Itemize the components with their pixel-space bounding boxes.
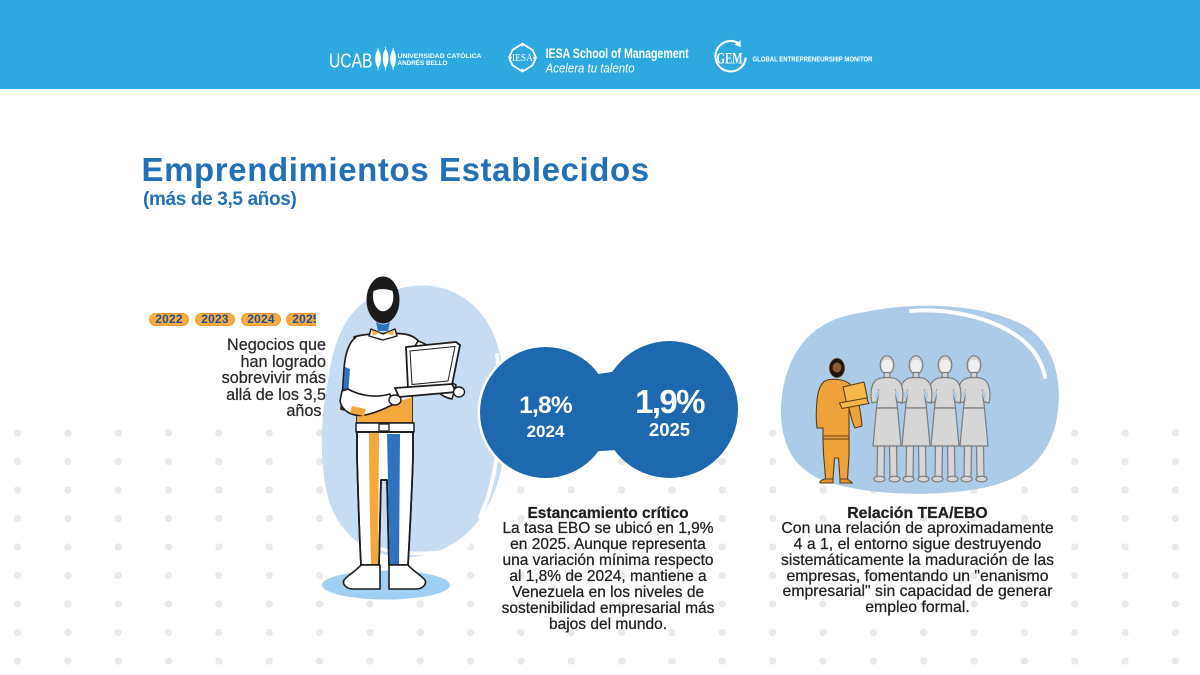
svg-text:GLOBAL ENTREPRENEURSHIP MONITO: GLOBAL ENTREPRENEURSHIP MONITOR xyxy=(753,55,874,64)
svg-text:ANDRÉS BELLO: ANDRÉS BELLO xyxy=(398,58,448,67)
svg-text:GEM: GEM xyxy=(717,51,743,68)
svg-text:UNIVERSIDAD CATÓLICA: UNIVERSIDAD CATÓLICA xyxy=(398,51,482,60)
svg-text:IESA: IESA xyxy=(512,53,533,64)
svg-text:Acelera tu talento: Acelera tu talento xyxy=(545,61,635,76)
svg-text:UCAB: UCAB xyxy=(329,50,373,72)
svg-text:IESA School of Management: IESA School of Management xyxy=(546,46,689,61)
